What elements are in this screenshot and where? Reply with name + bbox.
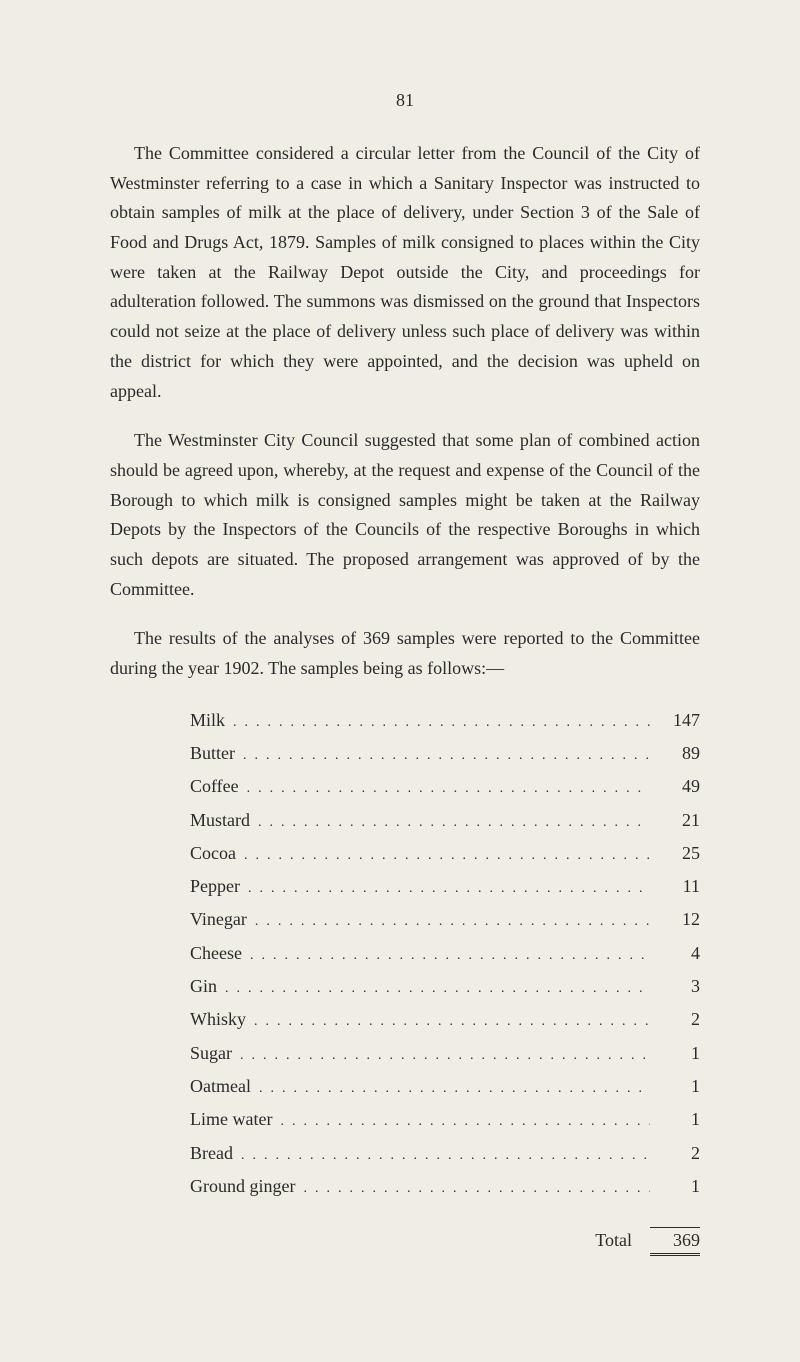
leader-dots: ........................................… [233, 1143, 650, 1169]
item-value: 147 [650, 704, 700, 737]
table-row: Milk....................................… [190, 704, 700, 737]
item-value: 2 [650, 1137, 700, 1170]
item-label: Coffee [190, 770, 239, 803]
item-label: Bread [190, 1137, 233, 1170]
table-row: Coffee..................................… [190, 770, 700, 803]
item-label: Pepper [190, 870, 240, 903]
item-value: 4 [650, 937, 700, 970]
item-label: Sugar [190, 1037, 232, 1070]
leader-dots: ........................................… [246, 1009, 650, 1035]
table-row: Bread...................................… [190, 1137, 700, 1170]
item-label: Whisky [190, 1003, 246, 1036]
table-row: Cocoa...................................… [190, 837, 700, 870]
leader-dots: ........................................… [236, 843, 650, 869]
paragraph-2: The Westminster City Council suggested t… [110, 426, 700, 604]
item-value: 49 [650, 770, 700, 803]
item-value: 89 [650, 737, 700, 770]
item-label: Ground ginger [190, 1170, 295, 1203]
table-row: Pepper..................................… [190, 870, 700, 903]
item-label: Oatmeal [190, 1070, 251, 1103]
total-label: Total [595, 1230, 632, 1251]
table-row: Whisky..................................… [190, 1003, 700, 1036]
leader-dots: ........................................… [247, 909, 650, 935]
table-row: Sugar...................................… [190, 1037, 700, 1070]
leader-dots: ........................................… [242, 943, 650, 969]
leader-dots: ........................................… [251, 1076, 650, 1102]
paragraph-1: The Committee considered a circular lett… [110, 139, 700, 406]
table-row: Ground ginger...........................… [190, 1170, 700, 1203]
item-label: Lime water [190, 1103, 272, 1136]
item-label: Cheese [190, 937, 242, 970]
table-row: Lime water..............................… [190, 1103, 700, 1136]
leader-dots: ........................................… [250, 810, 650, 836]
item-label: Butter [190, 737, 235, 770]
item-label: Cocoa [190, 837, 236, 870]
paragraph-3: The results of the analyses of 369 sampl… [110, 624, 700, 683]
leader-dots: ........................................… [295, 1176, 650, 1202]
item-value: 2 [650, 1003, 700, 1036]
item-value: 1 [650, 1070, 700, 1103]
leader-dots: ........................................… [217, 976, 650, 1002]
item-label: Milk [190, 704, 225, 737]
leader-dots: ........................................… [239, 776, 650, 802]
total-row: Total 369 [190, 1227, 700, 1256]
item-value: 12 [650, 903, 700, 936]
table-row: Cheese..................................… [190, 937, 700, 970]
samples-table: Milk....................................… [190, 704, 700, 1256]
table-row: Gin.....................................… [190, 970, 700, 1003]
item-value: 1 [650, 1103, 700, 1136]
item-value: 11 [650, 870, 700, 903]
item-value: 1 [650, 1170, 700, 1203]
item-value: 21 [650, 804, 700, 837]
table-row: Mustard.................................… [190, 804, 700, 837]
item-value: 3 [650, 970, 700, 1003]
table-row: Butter..................................… [190, 737, 700, 770]
item-value: 1 [650, 1037, 700, 1070]
item-label: Gin [190, 970, 217, 1003]
item-label: Mustard [190, 804, 250, 837]
item-label: Vinegar [190, 903, 247, 936]
leader-dots: ........................................… [232, 1043, 650, 1069]
leader-dots: ........................................… [272, 1109, 650, 1135]
total-value: 369 [650, 1227, 700, 1256]
leader-dots: ........................................… [225, 710, 650, 736]
table-row: Vinegar.................................… [190, 903, 700, 936]
leader-dots: ........................................… [240, 876, 650, 902]
item-value: 25 [650, 837, 700, 870]
page-number: 81 [110, 90, 700, 111]
leader-dots: ........................................… [235, 743, 650, 769]
table-row: Oatmeal.................................… [190, 1070, 700, 1103]
